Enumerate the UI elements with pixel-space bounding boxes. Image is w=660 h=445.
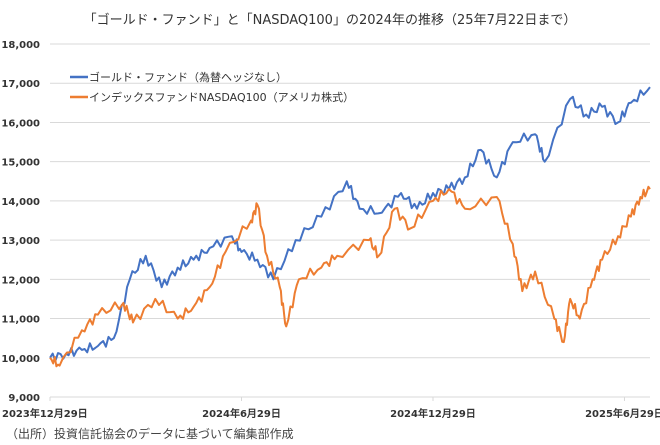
series-line-0	[49, 86, 651, 363]
y-tick-label: 11,000	[1, 315, 40, 326]
x-tick-label: 2023年12月29日	[2, 407, 88, 420]
y-tick-label: 17,000	[1, 79, 40, 90]
y-tick-label: 14,000	[1, 197, 40, 208]
legend-label-0: ゴールド・ファンド（為替ヘッジなし）	[89, 70, 287, 84]
y-tick-label: 18,000	[1, 40, 40, 51]
y-tick-label: 16,000	[1, 118, 40, 129]
x-tick-label: 2024年6月29日	[202, 407, 281, 420]
legend-label-1: インデックスファンドNASDAQ100（アメリカ株式）	[89, 90, 354, 104]
y-tick-label: 15,000	[1, 158, 40, 169]
y-tick-label: 9,000	[8, 393, 40, 404]
x-tick-label: 2024年12月29日	[390, 407, 476, 420]
source-note: （出所）投資信託協会のデータに基づいて編集部作成	[6, 427, 294, 441]
x-tick-label: 2025年6月29日	[585, 407, 660, 420]
chart-title: 「ゴールド・ファンド」と「NASDAQ100」の2024年の推移（25年7月22…	[83, 13, 577, 28]
y-tick-label: 12,000	[1, 275, 40, 286]
series-line-1	[49, 185, 651, 368]
y-tick-label: 10,000	[1, 354, 40, 365]
y-tick-label: 13,000	[1, 236, 40, 247]
